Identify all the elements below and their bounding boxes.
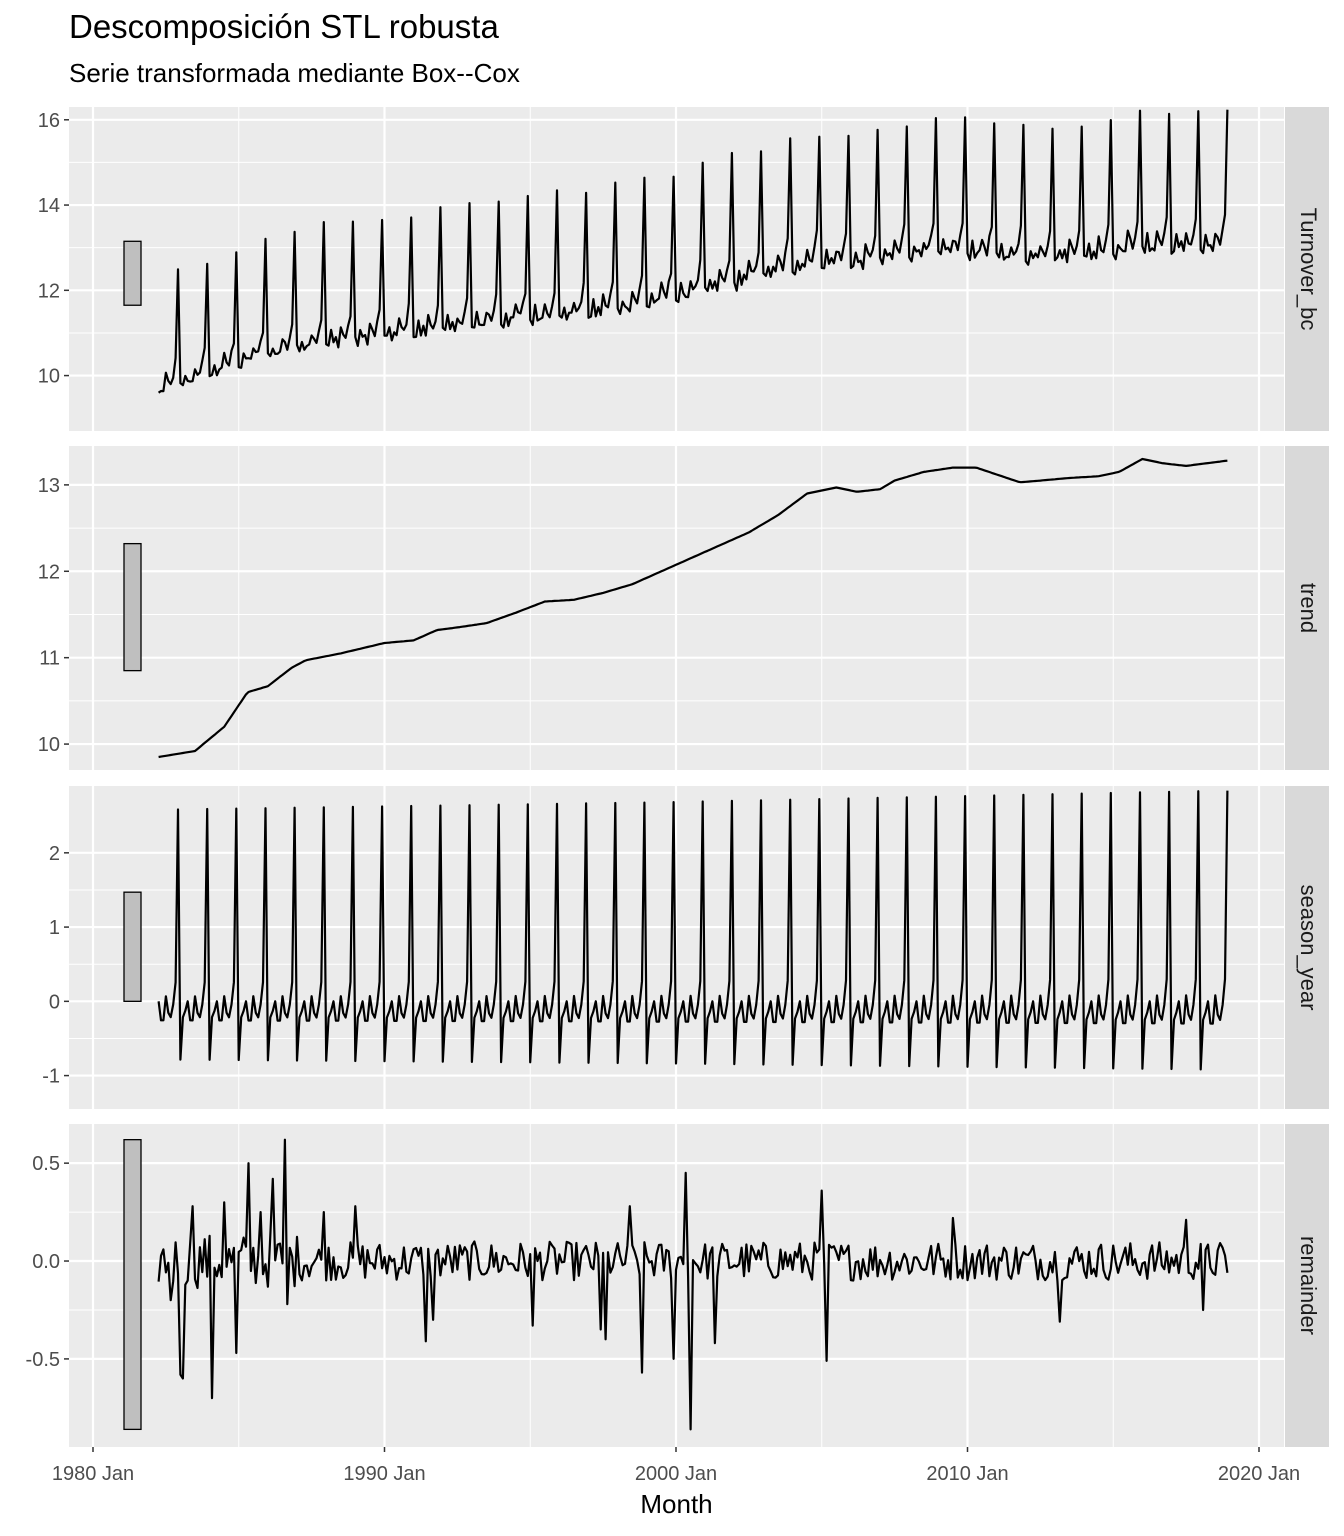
y-tick-label-season-year: 1 — [49, 917, 60, 939]
strip-label-season-year: season_year — [1296, 885, 1321, 1011]
x-tick-label: 2000 Jan — [635, 1463, 717, 1485]
strip-trend — [1285, 446, 1329, 770]
scale-bar-season-year — [123, 891, 142, 1002]
y-tick-label-trend: 13 — [38, 475, 60, 497]
scale-bar-remainder — [123, 1139, 142, 1431]
y-tick-label-season-year: 2 — [49, 843, 60, 865]
strip-label-turnover-bc: Turnover_bc — [1296, 208, 1321, 331]
x-tick-label: 1990 Jan — [343, 1463, 425, 1485]
y-tick-label-remainder: -0.5 — [26, 1349, 60, 1371]
scale-bar-trend — [123, 542, 142, 672]
scale-bar-turnover-bc — [123, 240, 142, 306]
y-tick-label-turnover-bc: 12 — [38, 280, 60, 302]
y-tick-label-turnover-bc: 10 — [38, 366, 60, 388]
y-tick-label-remainder: 0.0 — [32, 1251, 60, 1273]
x-tick-label: 2020 Jan — [1218, 1463, 1300, 1485]
x-tick-label: 2010 Jan — [926, 1463, 1008, 1485]
strip-remainder — [1285, 1124, 1329, 1447]
y-tick-label-turnover-bc: 16 — [38, 110, 60, 132]
y-tick-label-trend: 12 — [38, 561, 60, 583]
chart-title: Descomposición STL robusta — [69, 8, 499, 45]
series-line-season-year — [157, 790, 1229, 1071]
y-tick-label-season-year: 0 — [49, 991, 60, 1013]
strip-season-year — [1285, 786, 1329, 1109]
chart-subtitle: Serie transformada mediante Box--Cox — [69, 58, 520, 88]
x-tick-label: 1980 Jan — [52, 1463, 134, 1485]
series-line-remainder — [157, 1138, 1229, 1431]
x-axis-title: Month — [640, 1489, 712, 1519]
y-tick-label-season-year: -1 — [42, 1066, 60, 1088]
y-tick-label-turnover-bc: 14 — [38, 195, 60, 217]
y-tick-label-trend: 10 — [38, 734, 60, 756]
y-tick-label-trend: 11 — [39, 648, 60, 670]
y-tick-label-remainder: 0.5 — [32, 1153, 60, 1175]
series-line-trend — [158, 457, 1228, 759]
strip-label-trend: trend — [1296, 583, 1321, 633]
strip-label-remainder: remainder — [1296, 1236, 1321, 1335]
series-line-turnover-bc — [157, 109, 1229, 394]
strip-turnover-bc — [1285, 107, 1329, 431]
